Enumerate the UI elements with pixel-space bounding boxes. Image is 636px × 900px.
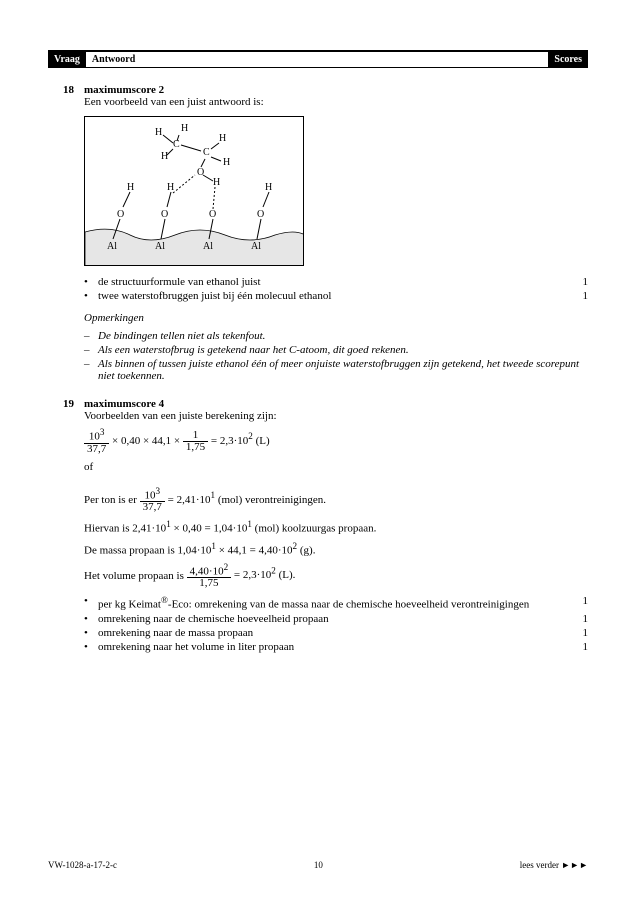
svg-text:O: O: [209, 209, 216, 220]
formula: 10337,7 × 0,40 × 44,1 × 11,75 = 2,3·102 …: [84, 428, 588, 455]
bullet-row: • twee waterstofbruggen juist bij één mo…: [84, 290, 588, 302]
bullet-score: 1: [568, 290, 588, 302]
svg-text:C: C: [203, 147, 210, 158]
bullet-text: omrekening naar de chemische hoeveelheid…: [98, 613, 568, 625]
question-19: 19 maximumscore 4 Voorbeelden van een ju…: [48, 398, 588, 657]
svg-text:H: H: [127, 182, 134, 193]
svg-text:O: O: [257, 209, 264, 220]
bullet-row: •omrekening naar het volume in liter pro…: [84, 641, 588, 653]
molecule-diagram: Al O H Al O H Al O: [84, 116, 304, 266]
svg-text:Al: Al: [203, 241, 213, 252]
formula-line: Het volume propaan is 4,40·1021,75 = 2,3…: [84, 563, 588, 590]
svg-text:Al: Al: [251, 241, 261, 252]
or-text: of: [84, 461, 588, 473]
bullet-text: de structuurformule van ethanol juist: [98, 276, 568, 288]
bullet-list: •per kg Keimat®-Eco: omrekening van de m…: [84, 595, 588, 653]
header-scores: Scores: [548, 52, 588, 67]
svg-text:Al: Al: [155, 241, 165, 252]
intro-text: Een voorbeeld van een juist antwoord is:: [84, 96, 588, 108]
remark-row: –Als binnen of tussen juiste ethanol één…: [84, 358, 588, 382]
footer-center: 10: [314, 860, 323, 870]
bullet-list: • de structuurformule van ethanol juist …: [84, 276, 588, 302]
question-18: 18 maximumscore 2 Een voorbeeld van een …: [48, 84, 588, 386]
footer-left: VW-1028-a-17-2-c: [48, 860, 117, 870]
bullet-score: 1: [568, 627, 588, 639]
remark-text: Als binnen of tussen juiste ethanol één …: [98, 358, 588, 382]
svg-text:H: H: [219, 133, 226, 144]
svg-text:H: H: [167, 182, 174, 193]
formula-line: Per ton is er 10337,7 = 2,41·101 (mol) v…: [84, 487, 588, 514]
footer: VW-1028-a-17-2-c 10 lees verder ►►►: [48, 860, 588, 870]
bullet-text: omrekening naar het volume in liter prop…: [98, 641, 568, 653]
bullet-score: 1: [568, 276, 588, 288]
formula-line: De massa propaan is 1,04·101 × 44,1 = 4,…: [84, 541, 588, 557]
question-number: 19: [48, 398, 84, 657]
header-antwoord: Antwoord: [86, 54, 135, 65]
svg-text:H: H: [213, 177, 220, 188]
remark-text: De bindingen tellen niet als tekenfout.: [98, 330, 588, 342]
svg-text:O: O: [117, 209, 124, 220]
formula-line: Hiervan is 2,41·101 × 0,40 = 1,04·101 (m…: [84, 519, 588, 535]
remark-row: –De bindingen tellen niet als tekenfout.: [84, 330, 588, 342]
bullet-score: 1: [568, 641, 588, 653]
bullet-row: •omrekening naar de chemische hoeveelhei…: [84, 613, 588, 625]
svg-text:Al: Al: [107, 241, 117, 252]
footer-right: lees verder ►►►: [520, 860, 588, 870]
svg-text:H: H: [181, 123, 188, 134]
header-bar: Vraag Antwoord Scores: [48, 50, 588, 68]
remark-text: Als een waterstofbrug is getekend naar h…: [98, 344, 588, 356]
header-vraag: Vraag: [48, 52, 86, 67]
bullet-score: 1: [568, 595, 588, 607]
svg-text:H: H: [265, 182, 272, 193]
max-score: maximumscore 2: [84, 84, 588, 96]
remarks-title: Opmerkingen: [84, 312, 588, 324]
svg-text:C: C: [173, 139, 180, 150]
bullet-row: •per kg Keimat®-Eco: omrekening van de m…: [84, 595, 588, 611]
max-score: maximumscore 4: [84, 398, 588, 410]
svg-text:H: H: [161, 151, 168, 162]
svg-text:H: H: [155, 127, 162, 138]
question-number: 18: [48, 84, 84, 386]
intro-text: Voorbeelden van een juiste berekening zi…: [84, 410, 588, 422]
remark-row: –Als een waterstofbrug is getekend naar …: [84, 344, 588, 356]
svg-text:O: O: [161, 209, 168, 220]
svg-text:H: H: [223, 157, 230, 168]
svg-text:O: O: [197, 167, 204, 178]
bullet-text: twee waterstofbruggen juist bij één mole…: [98, 290, 568, 302]
bullet-score: 1: [568, 613, 588, 625]
bullet-marker: •: [84, 290, 98, 302]
bullet-row: • de structuurformule van ethanol juist …: [84, 276, 588, 288]
bullet-text: omrekening naar de massa propaan: [98, 627, 568, 639]
bullet-marker: •: [84, 276, 98, 288]
bullet-row: •omrekening naar de massa propaan1: [84, 627, 588, 639]
bullet-text: per kg Keimat®-Eco: omrekening van de ma…: [98, 595, 568, 611]
